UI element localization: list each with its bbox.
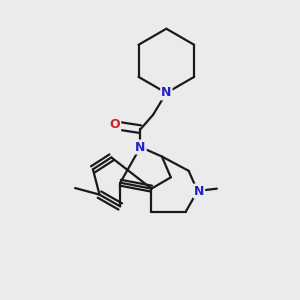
Text: N: N [135,140,146,154]
Text: O: O [110,118,120,131]
Text: N: N [161,86,172,99]
Text: N: N [194,184,204,197]
